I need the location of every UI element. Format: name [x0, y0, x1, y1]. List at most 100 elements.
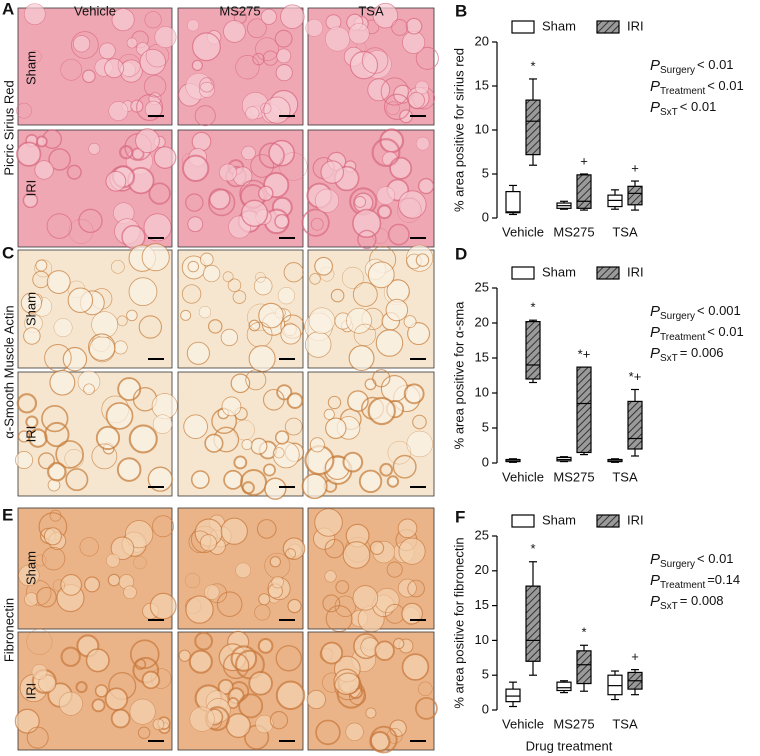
tissue — [52, 579, 65, 592]
tissue — [248, 345, 276, 373]
tissue — [305, 19, 323, 37]
tissue — [271, 575, 284, 589]
tissue — [345, 722, 364, 741]
tissue — [252, 52, 265, 66]
tissue — [15, 451, 34, 470]
tissue — [385, 298, 409, 322]
panel-label: B — [455, 1, 467, 20]
tissue — [107, 573, 121, 587]
panel-label: F — [455, 507, 465, 526]
tissue — [412, 414, 427, 430]
column-header: Vehicle — [74, 3, 116, 18]
legend-label: IRI — [627, 512, 644, 527]
tissue — [144, 100, 163, 119]
stat-text: = 0.006 — [680, 345, 724, 360]
tissue — [64, 449, 84, 469]
tissue — [263, 96, 291, 124]
significance-marker: * — [530, 541, 535, 556]
y-tick-label: 5 — [482, 165, 489, 180]
tissue — [108, 101, 129, 121]
tissue — [357, 229, 377, 250]
tissue — [387, 223, 410, 246]
tissue — [110, 536, 135, 561]
tissue — [105, 170, 127, 192]
tissue — [348, 345, 375, 372]
tissue — [245, 106, 260, 121]
statistic: PTreatment < 0.01 — [650, 324, 744, 343]
tissue — [401, 653, 430, 681]
tissue — [371, 137, 401, 167]
x-tick-label: TSA — [612, 716, 638, 731]
significance-marker: + — [580, 153, 588, 168]
tissue — [273, 447, 285, 459]
legend-label: Sham — [542, 512, 576, 527]
tissue — [253, 276, 273, 296]
legend-label: IRI — [627, 18, 644, 33]
stat-text: =0.14 — [707, 572, 740, 587]
tissue — [204, 584, 220, 600]
tissue — [204, 433, 224, 453]
tissue — [91, 311, 118, 338]
stat-symbol: P — [650, 99, 660, 116]
tissue — [401, 602, 423, 625]
tissue — [240, 199, 269, 228]
tissue — [386, 728, 403, 744]
x-tick-label: Vehicle — [502, 716, 544, 731]
tissue — [78, 208, 103, 234]
tissue — [241, 145, 256, 161]
box — [627, 400, 643, 450]
tissue — [41, 404, 69, 433]
tissue — [325, 605, 353, 633]
tissue — [352, 208, 382, 239]
tissue — [275, 645, 302, 672]
y-tick-label: 0 — [482, 209, 489, 224]
tissue — [374, 640, 395, 661]
tissue — [208, 188, 231, 210]
x-tick-label: Vehicle — [502, 469, 544, 484]
tissue — [386, 475, 400, 488]
tissue — [260, 8, 277, 25]
tissue — [407, 91, 425, 109]
tissue — [104, 687, 129, 711]
tissue — [87, 333, 116, 362]
tissue — [274, 430, 290, 445]
tissue — [255, 37, 279, 62]
column-header: TSA — [358, 3, 384, 18]
tissue — [314, 256, 334, 276]
tissue — [55, 440, 84, 469]
tissue — [324, 538, 345, 559]
tissue — [111, 260, 125, 274]
tissue — [35, 135, 48, 148]
tissue — [353, 323, 377, 347]
tissue — [372, 369, 391, 388]
tissue — [178, 649, 191, 662]
tissue — [415, 136, 430, 151]
tissue — [301, 473, 328, 500]
tissue — [219, 163, 237, 182]
box — [525, 321, 541, 380]
tissue — [348, 23, 370, 45]
tissue — [117, 377, 142, 402]
stat-text: = 0.008 — [680, 593, 724, 608]
tissue — [23, 3, 46, 26]
tissue — [134, 658, 147, 671]
tissue — [283, 262, 304, 283]
tissue — [223, 469, 244, 490]
tissue — [217, 678, 234, 695]
tissue — [91, 443, 118, 470]
legend-swatch — [596, 514, 620, 528]
tissue — [49, 509, 62, 522]
tissue — [208, 319, 223, 334]
tissue — [58, 691, 83, 716]
tissue — [183, 414, 208, 440]
tissue — [286, 392, 304, 409]
tissue — [152, 718, 165, 731]
tissue — [405, 17, 423, 35]
tissue — [238, 693, 264, 719]
row-label: IRI — [23, 683, 38, 700]
tissue — [275, 64, 293, 82]
tissue — [264, 477, 287, 500]
tissue — [216, 591, 243, 618]
stat-text: < 0.01 — [707, 324, 744, 339]
y-tick-label: 20 — [475, 314, 489, 329]
